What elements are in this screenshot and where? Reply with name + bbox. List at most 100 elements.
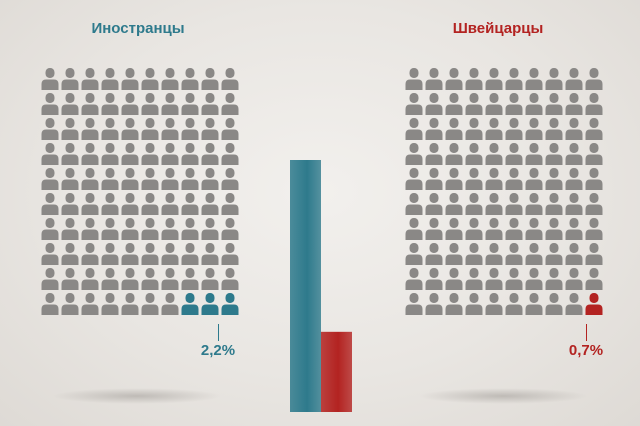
person-icon bbox=[221, 118, 239, 140]
person-icon bbox=[425, 118, 443, 140]
group-title-foreigners: Иностранцы bbox=[91, 20, 185, 37]
percent-label-swiss: 0,7% bbox=[568, 342, 604, 359]
person-icon bbox=[565, 243, 583, 265]
person-icon bbox=[201, 193, 219, 215]
person-icon bbox=[101, 193, 119, 215]
person-icon bbox=[81, 93, 99, 115]
person-icon bbox=[161, 118, 179, 140]
person-icon bbox=[201, 68, 219, 90]
person-icon bbox=[81, 118, 99, 140]
person-icon bbox=[221, 218, 239, 240]
person-icon bbox=[161, 68, 179, 90]
person-icon bbox=[525, 93, 543, 115]
person-icon bbox=[41, 93, 59, 115]
person-icon bbox=[545, 193, 563, 215]
person-icon bbox=[121, 143, 139, 165]
person-icon bbox=[141, 293, 159, 315]
person-icon bbox=[81, 243, 99, 265]
person-icon bbox=[41, 168, 59, 190]
person-icon bbox=[61, 168, 79, 190]
person-icon bbox=[121, 168, 139, 190]
person-icon bbox=[585, 118, 603, 140]
person-icon bbox=[525, 168, 543, 190]
person-icon bbox=[405, 68, 423, 90]
person-icon bbox=[565, 293, 583, 315]
person-icon bbox=[425, 93, 443, 115]
person-icon bbox=[121, 68, 139, 90]
person-icon bbox=[61, 143, 79, 165]
person-icon bbox=[485, 218, 503, 240]
person-icon bbox=[485, 193, 503, 215]
person-icon bbox=[181, 168, 199, 190]
person-icon bbox=[221, 93, 239, 115]
person-icon bbox=[141, 68, 159, 90]
person-icon bbox=[141, 93, 159, 115]
person-icon bbox=[465, 268, 483, 290]
person-icon bbox=[525, 118, 543, 140]
person-icon bbox=[565, 118, 583, 140]
person-icon bbox=[465, 118, 483, 140]
person-icon bbox=[485, 243, 503, 265]
person-icon bbox=[485, 68, 503, 90]
person-icon bbox=[505, 68, 523, 90]
person-icon bbox=[141, 168, 159, 190]
person-icon bbox=[525, 293, 543, 315]
person-icon bbox=[61, 68, 79, 90]
person-icon bbox=[41, 268, 59, 290]
person-icon bbox=[121, 293, 139, 315]
person-icon bbox=[41, 293, 59, 315]
person-icon bbox=[525, 193, 543, 215]
person-icon bbox=[221, 143, 239, 165]
person-icon bbox=[405, 218, 423, 240]
person-icon bbox=[405, 93, 423, 115]
leader-line-foreigners bbox=[218, 324, 219, 341]
person-icon bbox=[221, 243, 239, 265]
person-icon bbox=[121, 118, 139, 140]
floor-shadow-right bbox=[418, 388, 588, 404]
person-icon bbox=[121, 243, 139, 265]
person-icon bbox=[201, 243, 219, 265]
person-icon bbox=[161, 93, 179, 115]
person-icon bbox=[545, 268, 563, 290]
person-icon bbox=[101, 218, 119, 240]
person-icon bbox=[565, 143, 583, 165]
person-icon bbox=[445, 243, 463, 265]
person-icon bbox=[445, 293, 463, 315]
person-icon bbox=[41, 193, 59, 215]
person-icon bbox=[181, 68, 199, 90]
person-icon bbox=[465, 193, 483, 215]
person-icon bbox=[545, 293, 563, 315]
floor-shadow-left bbox=[52, 388, 222, 404]
person-icon bbox=[221, 293, 239, 315]
person-icon bbox=[201, 118, 219, 140]
person-icon bbox=[565, 268, 583, 290]
person-icon bbox=[485, 293, 503, 315]
person-icon bbox=[425, 218, 443, 240]
person-icon bbox=[465, 293, 483, 315]
person-icon bbox=[465, 218, 483, 240]
person-icon bbox=[81, 293, 99, 315]
person-icon bbox=[101, 118, 119, 140]
person-icon bbox=[161, 268, 179, 290]
person-icon bbox=[121, 93, 139, 115]
person-icon bbox=[81, 143, 99, 165]
person-icon bbox=[445, 268, 463, 290]
person-icon bbox=[485, 93, 503, 115]
person-icon bbox=[181, 293, 199, 315]
person-icon bbox=[425, 168, 443, 190]
person-icon bbox=[405, 293, 423, 315]
leader-line-swiss bbox=[586, 324, 587, 341]
person-icon bbox=[41, 243, 59, 265]
person-icon bbox=[405, 168, 423, 190]
person-icon bbox=[81, 168, 99, 190]
person-icon bbox=[181, 143, 199, 165]
person-icon bbox=[121, 218, 139, 240]
person-icon bbox=[201, 168, 219, 190]
person-icon bbox=[565, 193, 583, 215]
person-icon bbox=[585, 168, 603, 190]
person-icon bbox=[565, 93, 583, 115]
person-icon bbox=[505, 118, 523, 140]
person-icon bbox=[201, 293, 219, 315]
person-icon bbox=[161, 243, 179, 265]
person-icon bbox=[101, 268, 119, 290]
